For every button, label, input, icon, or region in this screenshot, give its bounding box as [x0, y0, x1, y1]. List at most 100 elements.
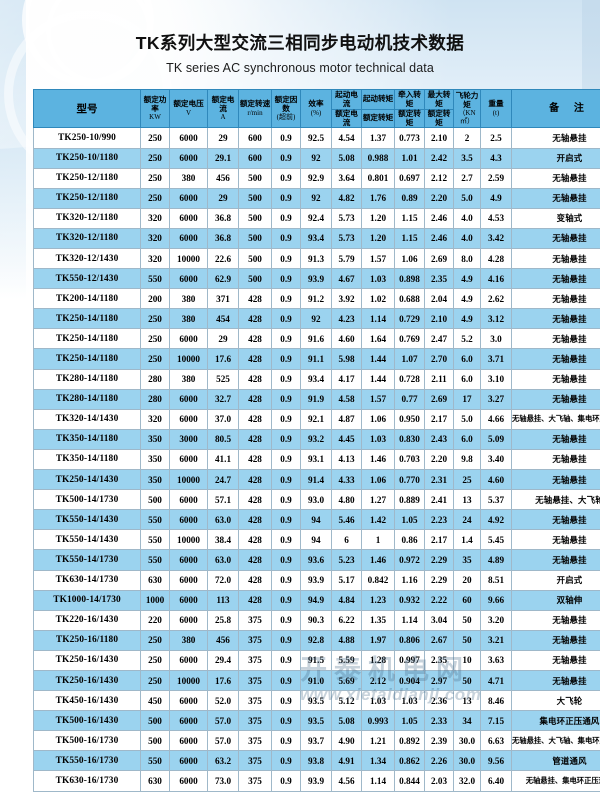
- cell-value: 2.12: [425, 168, 454, 188]
- cell-value: 0.9: [272, 771, 301, 791]
- cell-value: 550: [141, 530, 170, 550]
- cell-value: 5.08: [332, 148, 362, 168]
- cell-value: 4.9: [481, 188, 512, 208]
- cell-value: 113: [208, 590, 239, 610]
- cell-value: 93.0: [301, 490, 332, 510]
- cell-value: 350: [141, 429, 170, 449]
- cell-value: 10000: [170, 530, 208, 550]
- cell-model: TK500-16/1430: [34, 711, 141, 731]
- col-header-flywheel-torque: 飞轮力矩 （KN㎡）: [454, 90, 481, 128]
- col-subheader-rated-torque-3: 额定转矩: [425, 110, 454, 128]
- cell-value: 1.44: [362, 349, 395, 369]
- cell-value: 3.63: [481, 650, 512, 670]
- cell-model: TK350-14/1180: [34, 449, 141, 469]
- cell-value: 0.806: [395, 630, 425, 650]
- cell-value: 0.904: [395, 670, 425, 690]
- cell-value: 6000: [170, 228, 208, 248]
- cell-value: 0.9: [272, 208, 301, 228]
- cell-value: 4.28: [481, 249, 512, 269]
- cell-value: 92: [301, 148, 332, 168]
- cell-value: 0.830: [395, 429, 425, 449]
- cell-value: 60: [454, 590, 481, 610]
- cell-value: 371: [208, 289, 239, 309]
- cell-value: 380: [170, 630, 208, 650]
- cell-value: 9.8: [454, 449, 481, 469]
- cell-value: 62.9: [208, 269, 239, 289]
- cell-remark: 无轴悬挂、集电环正压通风: [512, 771, 600, 791]
- cell-value: 4.89: [481, 550, 512, 570]
- cell-value: 2.5: [481, 128, 512, 148]
- cell-value: 0.9: [272, 309, 301, 329]
- cell-value: 37.0: [208, 409, 239, 429]
- cell-remark: 无轴悬挂: [512, 249, 600, 269]
- cell-value: 250: [141, 650, 170, 670]
- cell-value: 93.9: [301, 771, 332, 791]
- cell-value: 73.0: [208, 771, 239, 791]
- cell-value: 0.9: [272, 168, 301, 188]
- cell-value: 4.91: [332, 751, 362, 771]
- cell-value: 630: [141, 771, 170, 791]
- cell-value: 93.8: [301, 751, 332, 771]
- cell-value: 1.64: [362, 329, 395, 349]
- col-header-max-torque: 最大转矩: [425, 90, 454, 110]
- cell-value: 428: [239, 530, 272, 550]
- cell-value: 2.46: [425, 208, 454, 228]
- cell-model: TK1000-14/1730: [34, 590, 141, 610]
- cell-remark: 无轴悬挂: [512, 610, 600, 630]
- cell-value: 375: [239, 751, 272, 771]
- cell-value: 1.14: [395, 610, 425, 630]
- col-header-rated-speed-label: 额定转速: [240, 99, 270, 108]
- cell-value: 280: [141, 389, 170, 409]
- cell-value: 4.16: [481, 269, 512, 289]
- cell-remark: 无轴悬挂、大飞轴、集电环正压通风: [512, 409, 600, 429]
- cell-value: 375: [239, 630, 272, 650]
- cell-value: 4.9: [454, 269, 481, 289]
- cell-value: 17: [454, 389, 481, 409]
- cell-value: 0.997: [395, 650, 425, 670]
- col-header-weight: 重量 (t): [481, 90, 512, 128]
- cell-value: 94: [301, 510, 332, 530]
- cell-value: 2.36: [425, 691, 454, 711]
- cell-remark: 无轴悬挂、大飞轴、集电环正压通风: [512, 731, 600, 751]
- cell-value: 450: [141, 691, 170, 711]
- cell-value: 17.6: [208, 670, 239, 690]
- cell-value: 34: [454, 711, 481, 731]
- cell-value: 0.950: [395, 409, 425, 429]
- cell-value: 0.9: [272, 269, 301, 289]
- cell-value: 10000: [170, 249, 208, 269]
- cell-model: TK250-14/1180: [34, 309, 141, 329]
- cell-value: 1.06: [362, 470, 395, 490]
- cell-value: 250: [141, 309, 170, 329]
- cell-value: 428: [239, 470, 272, 490]
- cell-value: 500: [239, 168, 272, 188]
- cell-remark: 无轴悬挂: [512, 670, 600, 690]
- cell-value: 1.76: [362, 188, 395, 208]
- cell-value: 32.7: [208, 389, 239, 409]
- cell-value: 6000: [170, 510, 208, 530]
- cell-model: TK630-14/1730: [34, 570, 141, 590]
- cell-model: TK250-14/1430: [34, 470, 141, 490]
- cell-value: 1.21: [362, 731, 395, 751]
- cell-value: 91.9: [301, 389, 332, 409]
- cell-value: 29: [208, 188, 239, 208]
- cell-value: 29.4: [208, 650, 239, 670]
- cell-value: 3.12: [481, 309, 512, 329]
- cell-value: 4.54: [332, 128, 362, 148]
- cell-value: 4.56: [332, 771, 362, 791]
- cell-value: 220: [141, 610, 170, 630]
- cell-value: 5.17: [332, 570, 362, 590]
- cell-value: 0.9: [272, 570, 301, 590]
- cell-value: 0.9: [272, 731, 301, 751]
- cell-value: 250: [141, 168, 170, 188]
- cell-value: 4.3: [481, 148, 512, 168]
- cell-remark: 无轴悬挂: [512, 309, 600, 329]
- cell-value: 6000: [170, 590, 208, 610]
- page-heading: TK系列大型交流三相同步电动机技术数据 TK series AC synchro…: [0, 0, 600, 75]
- cell-value: 93.6: [301, 550, 332, 570]
- cell-value: 0.9: [272, 389, 301, 409]
